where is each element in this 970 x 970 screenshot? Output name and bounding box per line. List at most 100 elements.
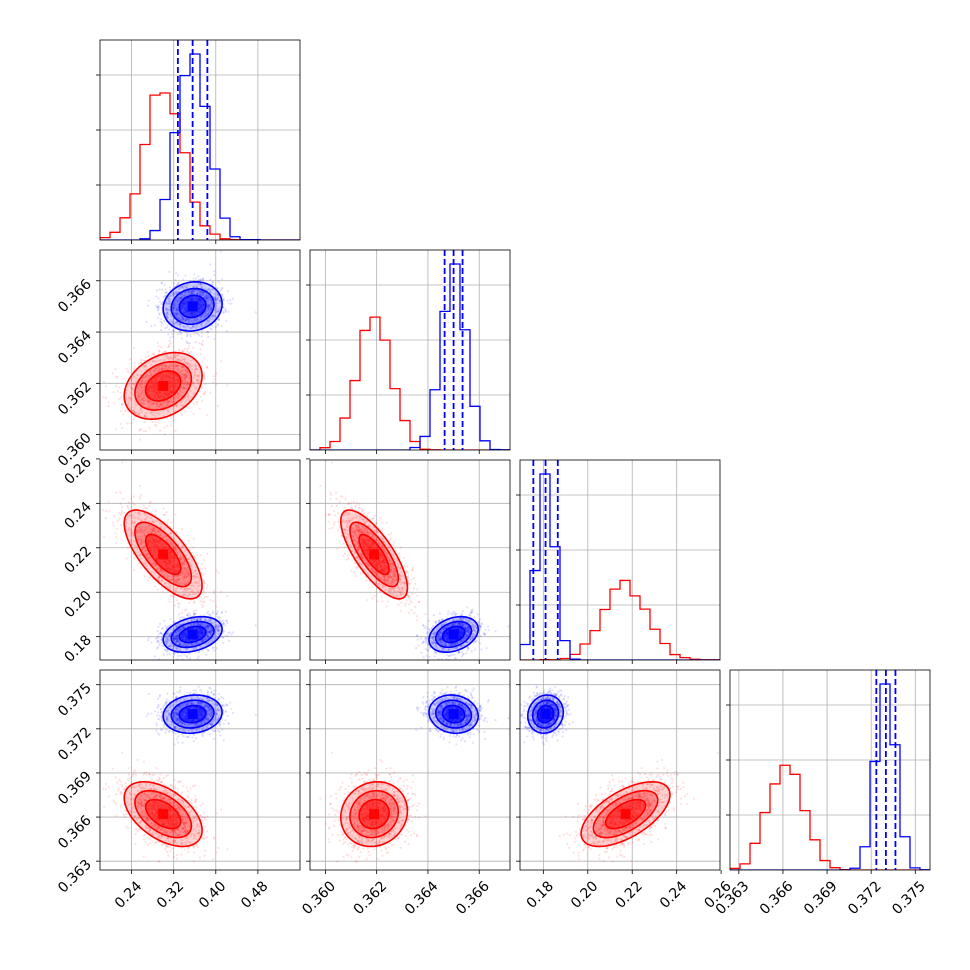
- scatter-point: [193, 376, 196, 380]
- scatter-point: [182, 574, 186, 577]
- scatter-point: [134, 516, 137, 520]
- scatter-point: [164, 350, 167, 353]
- scatter-point: [153, 372, 156, 375]
- scatter-point: [181, 578, 185, 581]
- scatter-point: [176, 274, 180, 277]
- scatter-point: [167, 333, 170, 336]
- scatter-point: [186, 290, 189, 294]
- scatter-point: [120, 510, 124, 513]
- scatter-point: [177, 633, 180, 637]
- scatter-point: [197, 655, 200, 658]
- scatter-point: [159, 345, 162, 349]
- scatter-point: [140, 407, 143, 410]
- scatter-point: [185, 375, 188, 378]
- scatter-point: [187, 588, 190, 591]
- scatter-point: [135, 531, 139, 534]
- scatter-point: [125, 408, 128, 412]
- scatter-point: [202, 614, 206, 617]
- scatter-point: [181, 556, 185, 559]
- scatter-point: [148, 501, 151, 504]
- scatter-point: [125, 367, 128, 371]
- scatter-point: [206, 367, 209, 370]
- scatter-point: [192, 575, 195, 578]
- scatter-point: [140, 410, 143, 413]
- scatter-point: [211, 303, 214, 306]
- scatter-point: [175, 633, 178, 637]
- scatter-point: [157, 405, 160, 408]
- scatter-point: [215, 612, 219, 615]
- scatter-point: [200, 387, 204, 390]
- scatter-point: [199, 282, 203, 286]
- scatter-point: [186, 620, 189, 623]
- scatter-point: [200, 291, 203, 294]
- scatter-point: [220, 635, 223, 638]
- scatter-point: [139, 518, 142, 521]
- scatter-point: [130, 538, 133, 541]
- scatter-point: [134, 400, 137, 404]
- scatter-point: [177, 394, 180, 397]
- scatter-point: [140, 387, 143, 390]
- scatter-point: [185, 317, 188, 320]
- scatter-point: [182, 350, 185, 353]
- scatter-point: [207, 613, 211, 616]
- scatter-point: [214, 625, 217, 629]
- scatter-point: [216, 629, 219, 632]
- scatter-point: [136, 385, 139, 389]
- scatter-point: [158, 622, 162, 625]
- scatter-point: [182, 383, 185, 386]
- scatter-point: [186, 557, 190, 560]
- scatter-point: [154, 366, 157, 370]
- scatter-point: [194, 375, 197, 378]
- scatter-point: [213, 626, 217, 629]
- scatter-point: [188, 341, 191, 345]
- scatter-point: [133, 361, 136, 364]
- scatter-point: [128, 371, 131, 374]
- scatter-point: [179, 643, 182, 646]
- scatter-point: [209, 632, 212, 635]
- scatter-point: [169, 541, 172, 544]
- scatter-point: [187, 587, 190, 590]
- scatter-point: [141, 386, 144, 389]
- scatter-point: [185, 383, 188, 387]
- scatter-point: [206, 413, 209, 417]
- scatter-point: [137, 517, 140, 520]
- scatter-point: [156, 306, 160, 309]
- scatter-point: [182, 616, 185, 619]
- scatter-point: [195, 588, 199, 591]
- scatter-point: [141, 391, 144, 395]
- scatter-point: [209, 613, 212, 616]
- scatter-point: [118, 517, 121, 520]
- scatter-point: [140, 525, 143, 529]
- scatter-point: [209, 317, 212, 320]
- scatter-point: [152, 369, 156, 372]
- scatter-point: [208, 630, 211, 633]
- scatter-point: [177, 639, 180, 642]
- scatter-point: [184, 378, 187, 381]
- scatter-point: [133, 346, 136, 349]
- scatter-point: [178, 649, 181, 652]
- scatter-point: [186, 572, 189, 575]
- scatter-point: [152, 401, 155, 404]
- scatter-point: [162, 536, 165, 539]
- scatter-point: [200, 335, 203, 338]
- scatter-point: [144, 369, 147, 372]
- scatter-point: [180, 317, 183, 321]
- scatter-point: [194, 592, 197, 595]
- scatter-point: [168, 639, 171, 642]
- scatter-point: [183, 291, 187, 294]
- scatter-point: [131, 534, 135, 537]
- scatter-point: [142, 533, 145, 536]
- scatter-point: [151, 413, 154, 416]
- scatter-point: [190, 289, 194, 292]
- scatter-point: [165, 576, 169, 579]
- scatter-point: [204, 323, 207, 326]
- scatter-point: [137, 511, 140, 515]
- scatter-point: [172, 637, 176, 640]
- scatter-point: [254, 311, 257, 314]
- scatter-point: [171, 574, 174, 578]
- scatter-point: [176, 637, 179, 641]
- scatter-point: [189, 619, 192, 622]
- scatter-point: [189, 590, 192, 594]
- scatter-point: [195, 387, 198, 390]
- scatter-point: [201, 291, 204, 294]
